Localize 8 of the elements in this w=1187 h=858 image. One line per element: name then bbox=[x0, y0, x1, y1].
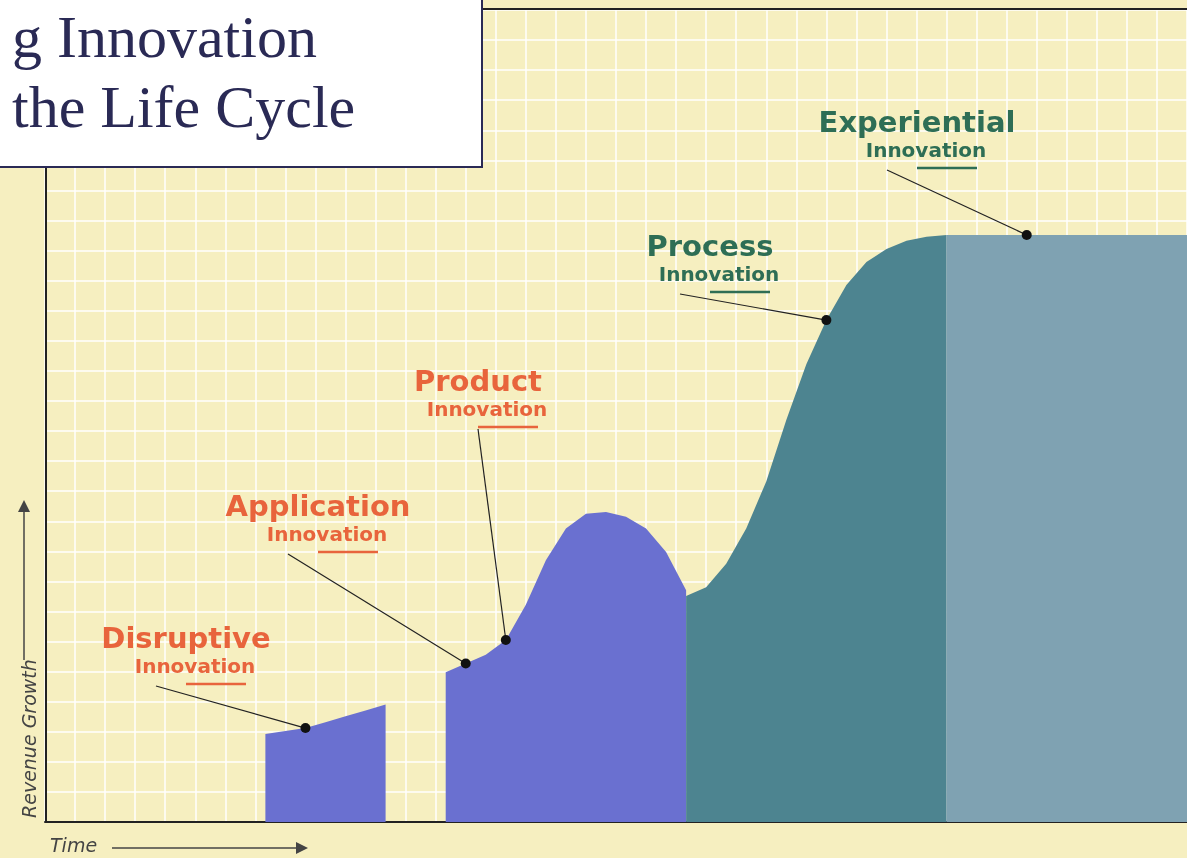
annotation: Application Innovation bbox=[224, 489, 412, 546]
text: Experiential Innovation bbox=[817, 105, 1017, 162]
y-axis-title: Revenue Growth bbox=[18, 659, 40, 818]
annotation: Product Innovation bbox=[413, 364, 549, 421]
annotation: Process Innovation bbox=[645, 229, 781, 286]
x-axis-title: Time bbox=[50, 834, 98, 856]
chart-title: g Innovation the Life Cycle bbox=[12, 3, 357, 142]
annotation: Disruptive Innovation bbox=[100, 621, 272, 678]
